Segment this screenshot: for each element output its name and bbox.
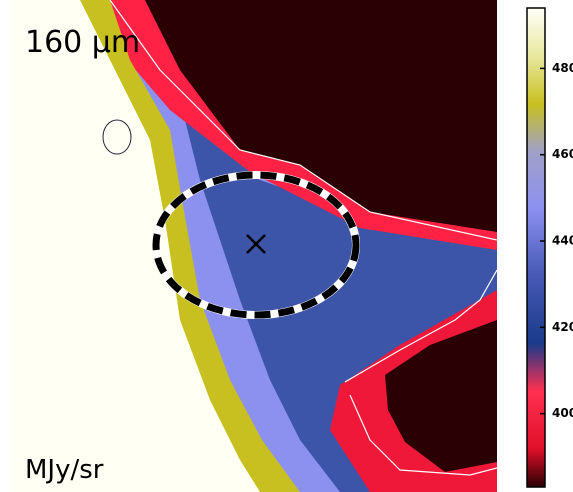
contour (349, 394, 497, 476)
colorbar-tick-label: 440 (552, 234, 573, 248)
contour (102, 119, 132, 155)
contour (344, 269, 497, 383)
bright-region (10, 0, 260, 492)
colorbar-tick-label: 420 (552, 320, 573, 334)
dark-region (385, 320, 497, 472)
colorbar-tick-label: 400 (552, 406, 573, 420)
unit-label: MJy/sr (25, 455, 104, 485)
contour (109, 0, 497, 241)
dark-region (145, 0, 497, 232)
aperture (152, 171, 360, 319)
colorbar-tick-label: 480 (552, 61, 573, 75)
band-label: 160 μm (25, 25, 140, 60)
source-marker (246, 234, 266, 254)
colorbar-tick-label: 460 (552, 147, 573, 161)
map: 160 μm MJy/sr (10, 0, 497, 492)
colorbar (526, 7, 546, 488)
